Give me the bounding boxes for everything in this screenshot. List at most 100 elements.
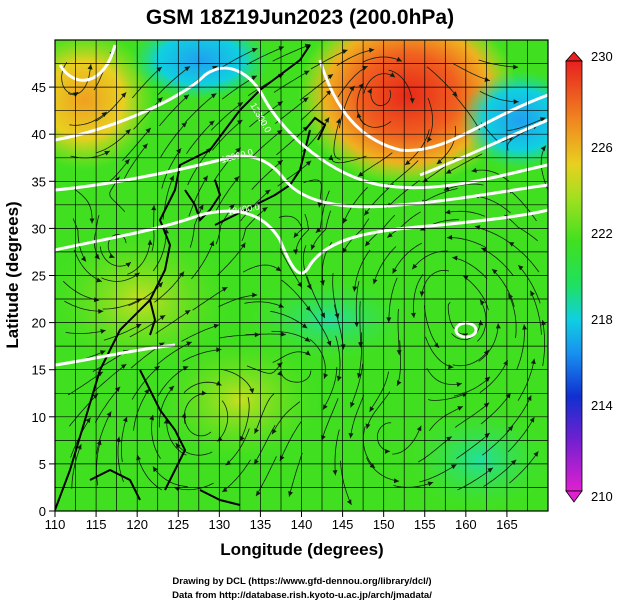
streamline-arrowhead [419, 291, 425, 297]
streamline [175, 442, 213, 456]
streamline [300, 89, 332, 121]
contour-12300-lower [55, 154, 548, 209]
streamline-arrowhead [446, 436, 452, 442]
streamline [340, 460, 352, 506]
streamline [217, 242, 246, 276]
contour-west-low [55, 343, 176, 367]
streamline-arrowhead [198, 204, 204, 210]
streamline [421, 269, 450, 297]
colorbar-body [565, 60, 583, 492]
streamline-arrowhead [352, 286, 358, 292]
x-tick-label: 110 [45, 517, 66, 532]
streamline-arrowhead [280, 331, 286, 337]
streamline-arrowhead [202, 175, 208, 182]
streamline [311, 210, 332, 251]
streamline [332, 273, 339, 319]
streamline-arrowhead [254, 428, 259, 434]
streamline-arrowhead [221, 287, 228, 292]
streamline-arrowhead [168, 385, 175, 392]
streamline [338, 85, 355, 129]
streamline [507, 293, 517, 339]
streamline-arrowhead [213, 323, 220, 329]
streamline [362, 56, 403, 63]
streamline [310, 49, 348, 70]
streamline [302, 245, 312, 290]
streamline [174, 482, 214, 491]
streamline-arrowhead [154, 366, 160, 371]
streamline-arrowhead [487, 467, 493, 473]
streamline [477, 299, 487, 342]
cool-region-north [130, 40, 270, 100]
streamline-arrowhead [122, 416, 128, 423]
streamline-arrowhead [209, 120, 215, 126]
streamline-arrowhead [457, 406, 463, 411]
streamline [99, 246, 132, 267]
contour-12400 [55, 208, 548, 275]
streamline-arrowhead [539, 117, 546, 122]
colorbar-label: 222 [591, 226, 613, 241]
x-axis-title: Longitude (degrees) [220, 540, 383, 559]
streamline-arrowhead [386, 317, 392, 323]
streamline-arrowhead [302, 97, 309, 103]
streamline [392, 425, 422, 455]
streamline [129, 314, 166, 338]
coastline-borneo [89, 468, 141, 501]
streamline [69, 393, 99, 427]
streamline-arrowhead [452, 91, 458, 97]
streamline-arrowhead [480, 299, 485, 306]
streamline-arrowhead [452, 255, 458, 261]
streamline-arrowhead [85, 417, 91, 424]
streamline-arrowhead [513, 64, 519, 70]
streamline [181, 324, 220, 342]
x-tick-label: 150 [373, 517, 395, 532]
streamline-arrowhead [124, 159, 130, 165]
streamline [426, 97, 434, 143]
streamline-arrowhead [337, 375, 342, 382]
streamline-arrowhead [186, 341, 192, 347]
streamline [478, 59, 519, 68]
streamline [366, 391, 391, 430]
streamline-arrowhead [369, 406, 375, 412]
streamline [101, 272, 140, 282]
streamline-arrowhead [145, 127, 151, 134]
y-tick-label: 40 [32, 127, 46, 142]
streamline-arrowhead [346, 499, 352, 505]
streamline-arrowhead [358, 342, 364, 348]
streamline [309, 338, 326, 379]
streamline [445, 210, 485, 217]
streamline [357, 332, 362, 379]
y-tick-label: 0 [39, 504, 46, 519]
streamline-arrowhead [445, 209, 451, 215]
streamline [491, 268, 515, 307]
colorbar-label: 218 [591, 312, 613, 327]
streamline [481, 247, 514, 276]
streamline [220, 48, 258, 69]
streamline-arrowhead [169, 175, 174, 182]
streamline-arrowhead [149, 414, 155, 421]
streamline [183, 381, 222, 393]
x-tick-label: 160 [455, 517, 477, 532]
colorbar-label: 210 [591, 489, 613, 504]
streamline-arrowhead [89, 218, 95, 224]
streamline-arrowhead [94, 254, 100, 260]
streamline [342, 187, 368, 224]
streamline-arrowhead [277, 160, 283, 166]
streamline-arrowhead [357, 372, 362, 379]
streamline-arrowhead [184, 66, 190, 72]
streamline-arrowhead [297, 282, 302, 288]
streamline [454, 402, 490, 428]
streamline-arrowhead [147, 239, 153, 245]
colorbar: 230 226 222 218 214 210 [565, 49, 613, 504]
streamline-arrowhead [412, 263, 418, 270]
streamline [278, 215, 303, 239]
streamline [279, 248, 303, 288]
streamline [387, 211, 421, 238]
streamline-arrowhead [251, 75, 257, 81]
streamline-arrowhead [216, 381, 222, 386]
streamline [184, 412, 212, 437]
streamline-arrowhead [326, 340, 332, 347]
colorbar-label: 226 [591, 140, 613, 155]
y-tick-label: 20 [32, 316, 46, 331]
streamline-arrowhead [343, 217, 348, 224]
streamline-arrowhead [385, 448, 390, 454]
